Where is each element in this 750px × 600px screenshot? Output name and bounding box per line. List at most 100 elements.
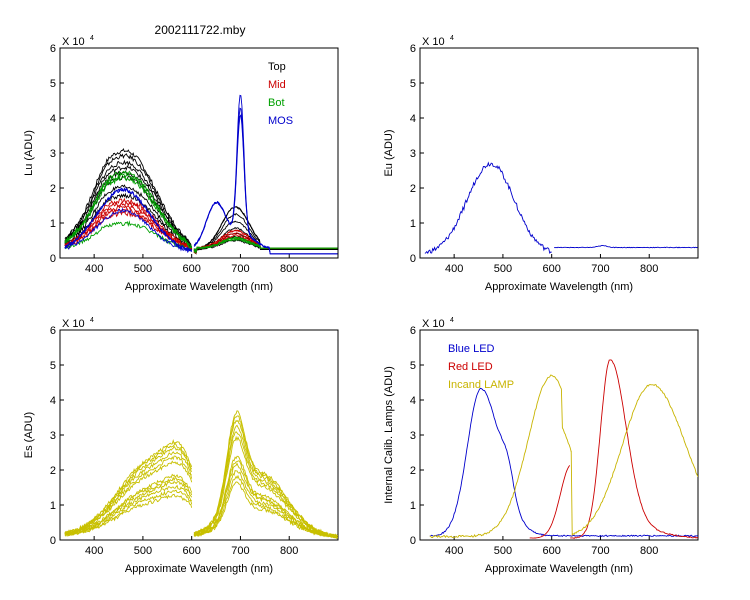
y-exponent-superscript: 4 xyxy=(90,35,94,42)
y-tick-label: 2 xyxy=(410,465,416,477)
x-tick-label: 500 xyxy=(134,263,152,275)
x-tick-label: 400 xyxy=(85,545,103,557)
x-tick-label: 800 xyxy=(280,263,298,275)
y-tick-label: 5 xyxy=(50,360,56,372)
series-line-top xyxy=(64,184,193,251)
y-tick-label: 4 xyxy=(50,113,56,125)
y-exponent-label: X 10 xyxy=(62,318,85,330)
series-line-mos xyxy=(64,187,192,252)
x-tick-label: 600 xyxy=(543,263,561,275)
y-tick-label: 1 xyxy=(50,500,56,512)
y-tick-label: 3 xyxy=(50,148,56,160)
series-line-es xyxy=(64,493,193,537)
series-line-red-led xyxy=(570,359,698,539)
legend-entry: Bot xyxy=(268,97,285,109)
series-line-es xyxy=(193,481,338,539)
series-group xyxy=(64,94,338,255)
x-tick-label: 500 xyxy=(134,545,152,557)
x-tick-label: 600 xyxy=(543,545,561,557)
series-line-red-led xyxy=(529,465,571,539)
x-tick-label: 600 xyxy=(183,263,201,275)
x-tick-label: 800 xyxy=(280,545,298,557)
series-line-mid xyxy=(64,201,192,250)
series-line-blue-led xyxy=(429,387,698,538)
x-tick-label: 600 xyxy=(183,545,201,557)
y-tick-label: 3 xyxy=(50,430,56,442)
series-line-top xyxy=(64,153,193,249)
x-tick-label: 400 xyxy=(85,263,103,275)
y-exponent-superscript: 4 xyxy=(450,35,454,42)
x-tick-label: 700 xyxy=(231,545,249,557)
series-line-eu xyxy=(424,161,552,255)
series-line-incand-lamp xyxy=(429,374,572,539)
series-line-mid xyxy=(64,204,192,249)
series-group xyxy=(64,410,338,540)
y-tick-label: 4 xyxy=(50,395,56,407)
y-tick-label: 6 xyxy=(50,43,56,55)
y-tick-label: 1 xyxy=(410,500,416,512)
y-tick-label: 1 xyxy=(410,218,416,230)
y-axis-label: Es (ADU) xyxy=(23,412,35,458)
series-line-bot xyxy=(64,173,193,250)
series-line-top xyxy=(64,159,193,250)
series-line-top xyxy=(64,192,193,252)
y-tick-label: 0 xyxy=(50,253,56,265)
y-tick-label: 0 xyxy=(50,535,56,547)
x-axis-label: Approximate Wavelength (nm) xyxy=(125,563,273,575)
series-line-es xyxy=(64,476,193,537)
x-tick-label: 700 xyxy=(231,263,249,275)
x-tick-label: 800 xyxy=(640,263,658,275)
y-tick-label: 0 xyxy=(410,535,416,547)
x-axis-label: Approximate Wavelength (nm) xyxy=(485,281,633,293)
x-tick-label: 500 xyxy=(494,263,512,275)
series-group xyxy=(424,161,698,255)
legend-entry: Red LED xyxy=(448,361,493,373)
y-tick-label: 1 xyxy=(50,218,56,230)
y-axis-label: Internal Calib. Lamps (ADU) xyxy=(383,366,395,504)
y-tick-label: 6 xyxy=(50,325,56,337)
series-line-bot xyxy=(193,238,338,255)
y-axis-label: Lu (ADU) xyxy=(23,130,35,176)
x-tick-label: 700 xyxy=(591,263,609,275)
plot-area xyxy=(59,47,339,259)
y-tick-label: 0 xyxy=(410,253,416,265)
y-tick-label: 4 xyxy=(410,395,416,407)
y-tick-label: 2 xyxy=(50,465,56,477)
y-exponent-superscript: 4 xyxy=(90,317,94,324)
legend-entry: Top xyxy=(268,61,286,73)
panel-eu: 400 500 600 700 800 0 1 2 3 4 5 6 X 10 4 Approximate W… xyxy=(383,35,699,293)
series-line-top xyxy=(193,205,338,254)
x-tick-label: 500 xyxy=(494,545,512,557)
plot-area xyxy=(419,47,699,259)
series-line-top xyxy=(64,148,193,249)
y-tick-label: 6 xyxy=(410,43,416,55)
series-line-bot xyxy=(64,170,193,248)
plot-area xyxy=(419,329,699,541)
legend-entry: MOS xyxy=(268,115,293,127)
y-tick-label: 2 xyxy=(410,183,416,195)
series-line-mos xyxy=(194,113,338,255)
legend-entry: Mid xyxy=(268,79,286,91)
x-tick-label: 400 xyxy=(445,263,463,275)
series-line-es xyxy=(193,435,338,539)
plot-area xyxy=(59,329,339,541)
figure-title: 2002111722.mby xyxy=(155,23,246,37)
y-tick-label: 5 xyxy=(410,360,416,372)
y-tick-label: 2 xyxy=(50,183,56,195)
series-line-eu xyxy=(554,245,698,249)
series-line-bot xyxy=(64,176,193,249)
x-tick-label: 800 xyxy=(640,545,658,557)
y-exponent-label: X 10 xyxy=(62,36,85,48)
x-tick-label: 700 xyxy=(591,545,609,557)
series-group xyxy=(429,359,698,539)
x-axis-label: Approximate Wavelength (nm) xyxy=(485,563,633,575)
legend-entry: Blue LED xyxy=(448,343,495,355)
y-exponent-superscript: 4 xyxy=(450,317,454,324)
y-exponent-label: X 10 xyxy=(422,36,445,48)
y-axis-label: Eu (ADU) xyxy=(383,129,395,176)
series-line-incand-lamp xyxy=(570,383,698,537)
x-tick-label: 400 xyxy=(445,545,463,557)
series-line-mos xyxy=(64,207,193,254)
y-tick-label: 3 xyxy=(410,430,416,442)
